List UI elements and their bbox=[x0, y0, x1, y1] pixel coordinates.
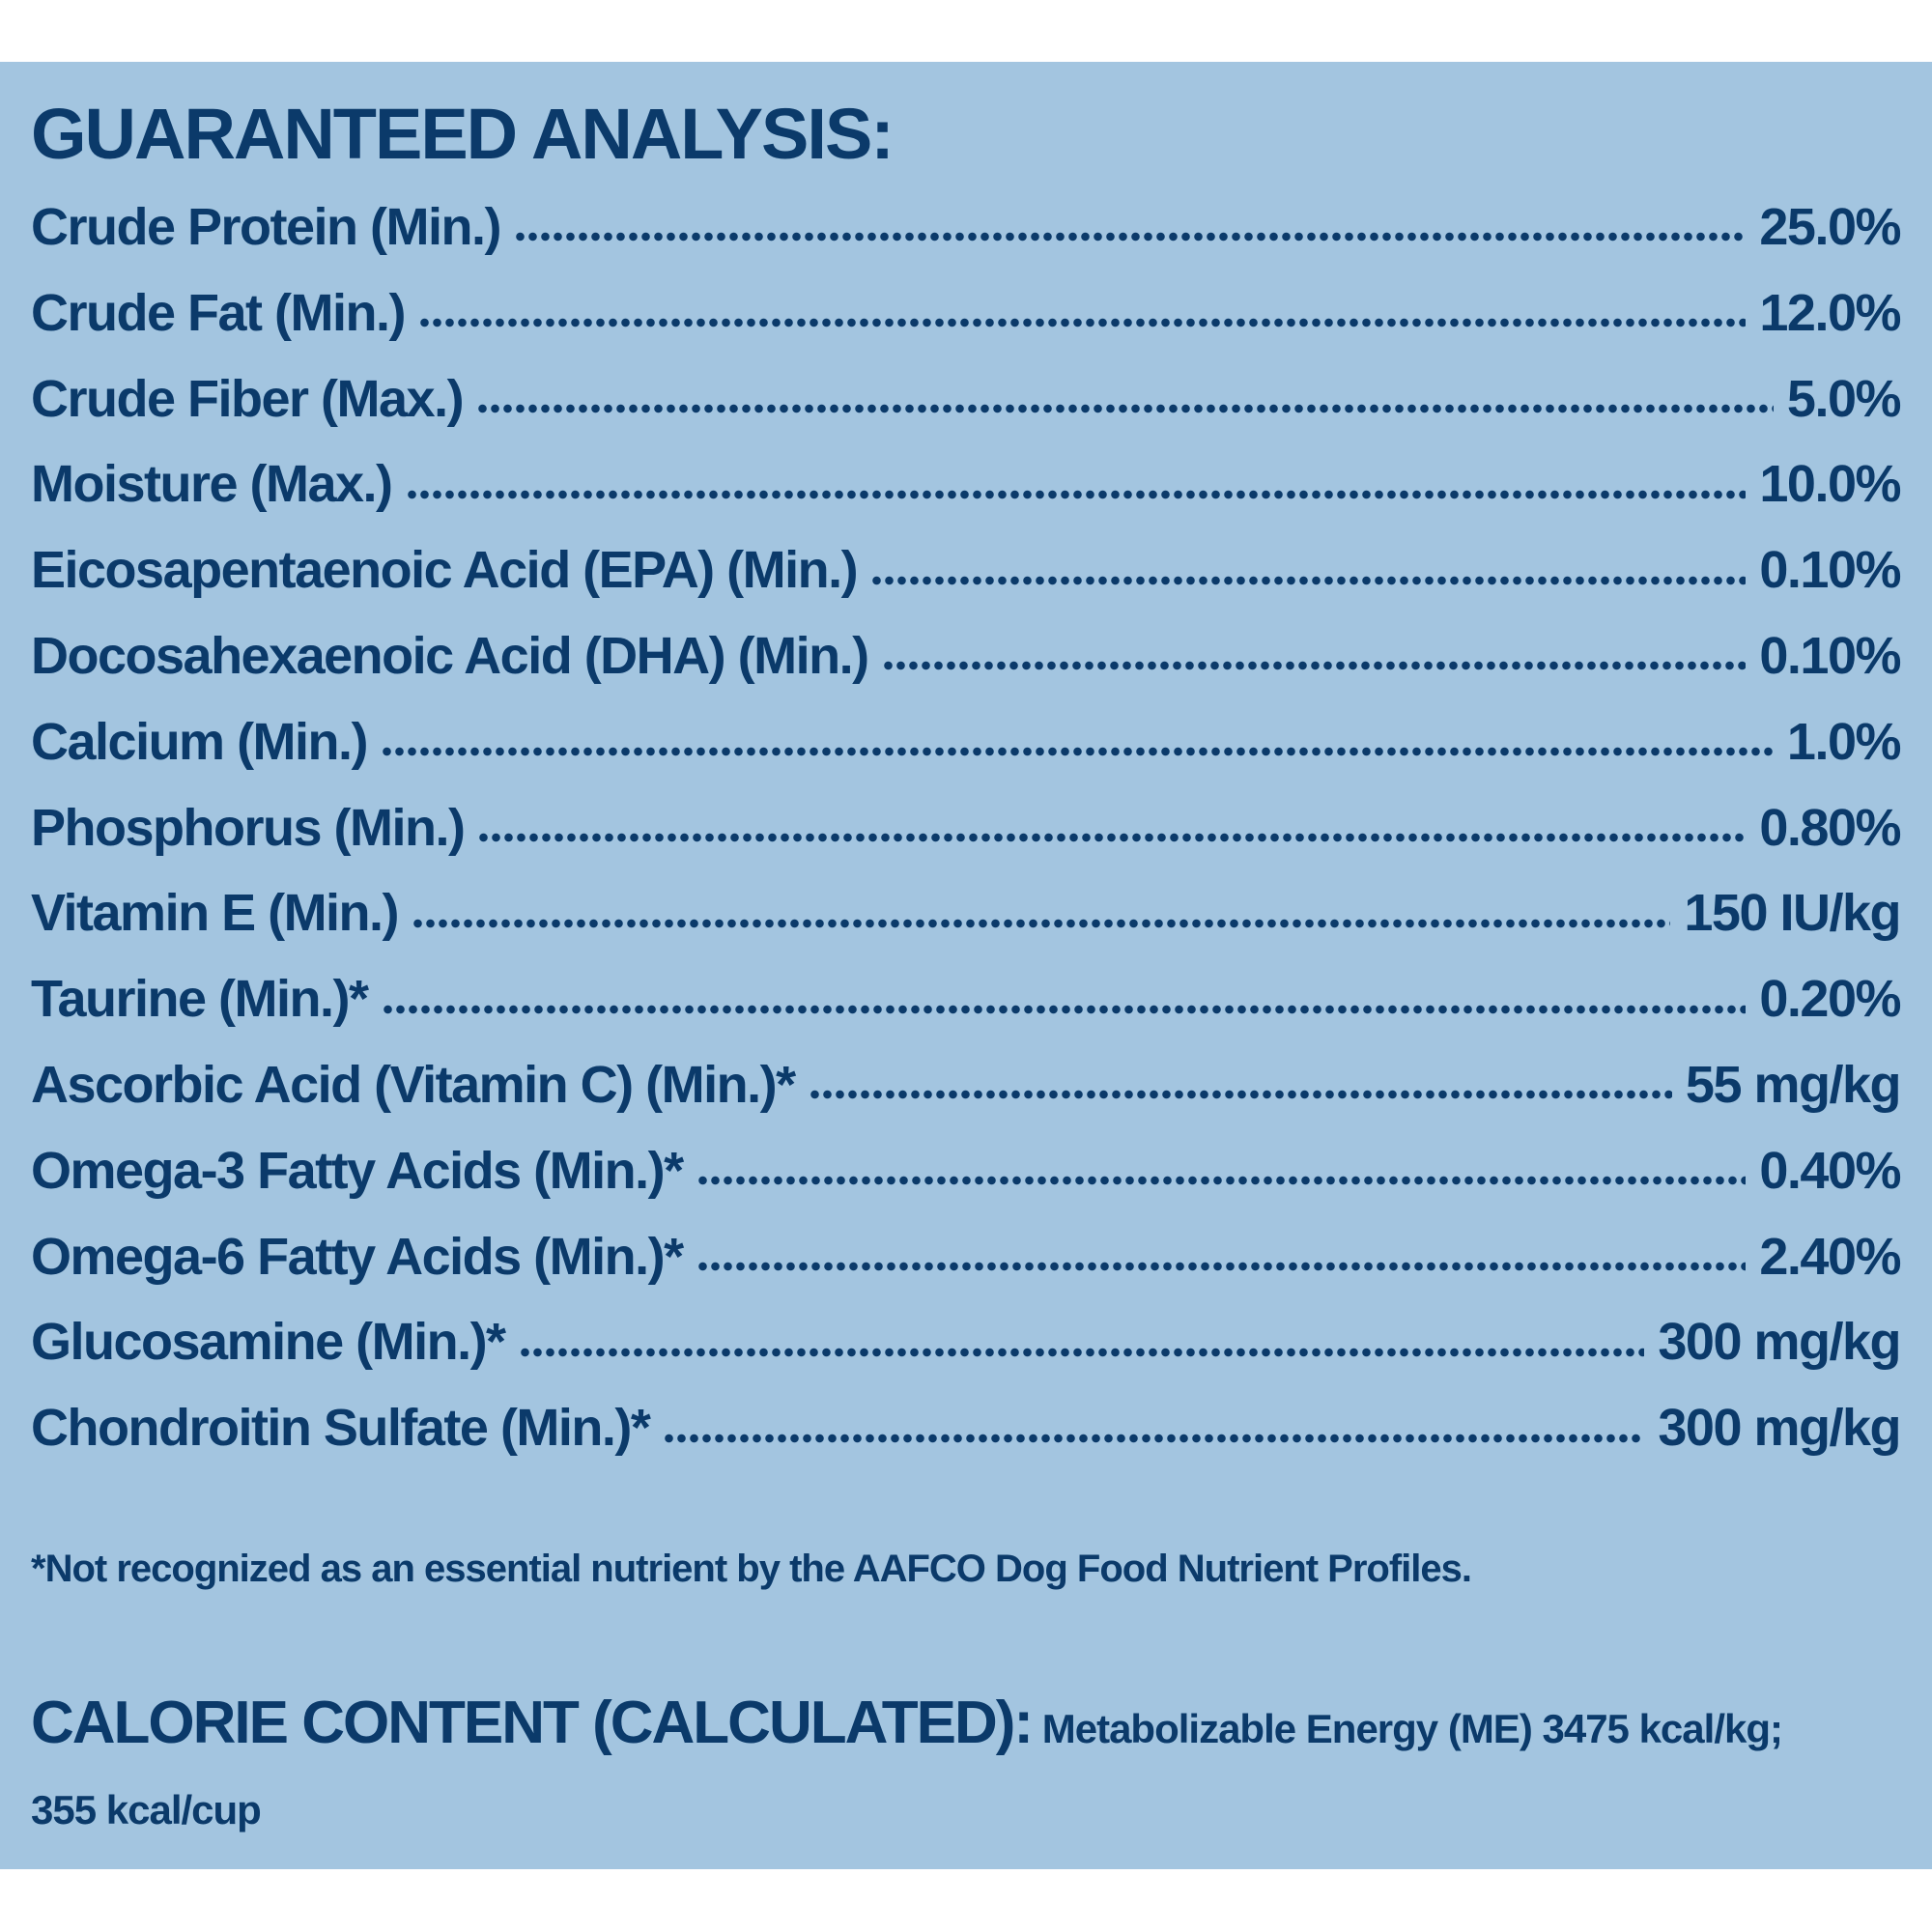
analysis-row: Crude Protein (Min.) 25.0% bbox=[31, 185, 1901, 270]
nutrient-value: 0.80% bbox=[1759, 798, 1901, 857]
guaranteed-analysis-panel: GUARANTEED ANALYSIS: Crude Protein (Min.… bbox=[0, 62, 1932, 1869]
nutrient-value: 25.0% bbox=[1759, 198, 1901, 256]
analysis-row: Vitamin E (Min.) 150 IU/kg bbox=[31, 870, 1901, 956]
nutrient-label: Moisture (Max.) bbox=[31, 455, 393, 514]
nutrient-value: 0.10% bbox=[1759, 541, 1901, 600]
dot-leader bbox=[476, 402, 1774, 414]
dot-leader bbox=[513, 231, 1747, 243]
calorie-per-cup: 355 kcal/cup bbox=[31, 1787, 262, 1833]
dot-leader bbox=[696, 1260, 1747, 1272]
nutrient-label: Omega-6 Fatty Acids (Min.)* bbox=[31, 1227, 684, 1286]
dot-leader bbox=[808, 1089, 1672, 1101]
nutrient-value: 5.0% bbox=[1786, 369, 1902, 428]
nutrient-value: 300 mg/kg bbox=[1658, 1313, 1901, 1372]
nutrient-label: Glucosamine (Min.)* bbox=[31, 1313, 506, 1372]
analysis-row: Omega-6 Fatty Acids (Min.)* 2.40% bbox=[31, 1214, 1901, 1300]
calorie-content-text: Metabolizable Energy (ME) 3475 kcal/kg; bbox=[1032, 1706, 1783, 1751]
nutrient-label: Taurine (Min.)* bbox=[31, 970, 369, 1029]
analysis-row: Omega-3 Fatty Acids (Min.)* 0.40% bbox=[31, 1128, 1901, 1214]
dot-leader bbox=[381, 746, 1774, 758]
dot-leader bbox=[381, 1003, 1747, 1015]
nutrient-label: Omega-3 Fatty Acids (Min.)* bbox=[31, 1141, 684, 1200]
calorie-content-heading: CALORIE CONTENT (CALCULATED): bbox=[31, 1690, 1034, 1756]
nutrient-value: 1.0% bbox=[1786, 712, 1902, 771]
analysis-table: Crude Protein (Min.) 25.0% Crude Fat (Min.… bbox=[31, 185, 1902, 1471]
dot-leader bbox=[870, 574, 1747, 586]
nutrient-label: Crude Fiber (Max.) bbox=[31, 369, 465, 428]
dot-leader bbox=[696, 1175, 1747, 1187]
nutrient-label: Chondroitin Sulfate (Min.)* bbox=[31, 1399, 651, 1458]
nutrient-value: 150 IU/kg bbox=[1684, 884, 1901, 943]
analysis-row: Crude Fiber (Max.) 5.0% bbox=[31, 356, 1902, 442]
dot-leader bbox=[518, 1346, 1645, 1358]
nutrient-label: Eicosapentaenoic Acid (EPA) (Min.) bbox=[31, 541, 859, 600]
nutrient-label: Docosahexaenoic Acid (DHA) (Min.) bbox=[31, 626, 869, 685]
dot-leader bbox=[663, 1432, 1645, 1444]
nutrient-label: Calcium (Min.) bbox=[31, 712, 369, 771]
calorie-content: CALORIE CONTENT (CALCULATED): Metaboliza… bbox=[31, 1680, 1900, 1782]
analysis-row: Phosphorus (Min.) 0.80% bbox=[31, 785, 1901, 871]
footnote: *Not recognized as an essential nutrient… bbox=[31, 1548, 1472, 1590]
nutrient-value: 10.0% bbox=[1759, 455, 1901, 514]
nutrient-label: Crude Protein (Min.) bbox=[31, 198, 501, 256]
guaranteed-analysis-title: GUARANTEED ANALYSIS: bbox=[31, 94, 895, 174]
nutrient-label: Crude Fat (Min.) bbox=[31, 283, 406, 342]
analysis-row: Chondroitin Sulfate (Min.)* 300 mg/kg bbox=[31, 1385, 1901, 1471]
dot-leader bbox=[405, 488, 1747, 500]
nutrient-value: 300 mg/kg bbox=[1658, 1399, 1901, 1458]
analysis-row: Eicosapentaenoic Acid (EPA) (Min.) 0.10% bbox=[31, 527, 1901, 613]
analysis-row: Taurine (Min.)* 0.20% bbox=[31, 956, 1901, 1042]
dot-leader bbox=[881, 660, 1747, 672]
analysis-row: Ascorbic Acid (Vitamin C) (Min.)* 55 mg/k… bbox=[31, 1042, 1902, 1128]
analysis-row: Moisture (Max.) 10.0% bbox=[31, 441, 1901, 527]
analysis-row: Calcium (Min.) 1.0% bbox=[31, 699, 1902, 785]
nutrient-value: 0.10% bbox=[1759, 626, 1901, 685]
dot-leader bbox=[412, 917, 1671, 929]
nutrient-label: Ascorbic Acid (Vitamin C) (Min.)* bbox=[31, 1055, 796, 1114]
nutrient-value: 0.40% bbox=[1759, 1141, 1901, 1200]
dot-leader bbox=[417, 317, 1747, 329]
nutrient-value: 12.0% bbox=[1759, 283, 1901, 342]
dot-leader bbox=[477, 831, 1747, 843]
analysis-row: Glucosamine (Min.)* 300 mg/kg bbox=[31, 1299, 1901, 1385]
analysis-row: Crude Fat (Min.) 12.0% bbox=[31, 270, 1901, 356]
nutrient-value: 0.20% bbox=[1759, 970, 1901, 1029]
analysis-row: Docosahexaenoic Acid (DHA) (Min.) 0.10% bbox=[31, 613, 1901, 699]
nutrient-label: Vitamin E (Min.) bbox=[31, 884, 400, 943]
nutrient-value: 55 mg/kg bbox=[1685, 1055, 1902, 1114]
nutrient-label: Phosphorus (Min.) bbox=[31, 798, 466, 857]
nutrient-value: 2.40% bbox=[1759, 1227, 1901, 1286]
